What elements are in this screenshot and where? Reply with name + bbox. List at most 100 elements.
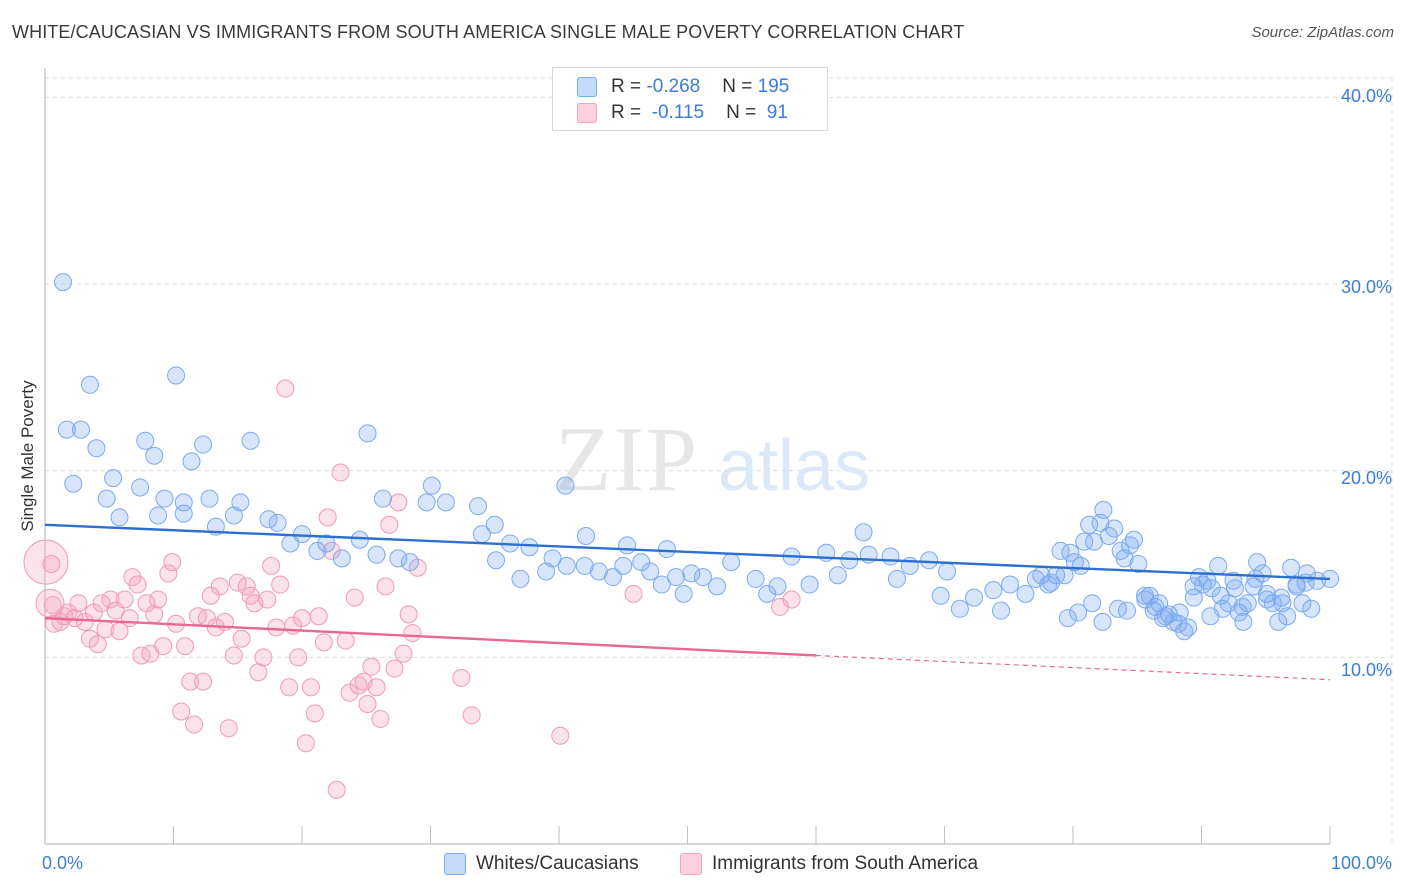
blue-point bbox=[1234, 612, 1253, 631]
source-credit: Source: ZipAtlas.com bbox=[1251, 24, 1394, 41]
blue-point bbox=[389, 549, 408, 568]
blue-point bbox=[268, 513, 287, 532]
pink-point bbox=[551, 726, 570, 745]
pink-point bbox=[296, 734, 315, 753]
blue-point bbox=[1061, 543, 1080, 562]
pink-point bbox=[224, 646, 243, 665]
pink-point bbox=[149, 590, 168, 609]
watermark-atlas: atlas bbox=[718, 426, 870, 506]
blue-point bbox=[758, 584, 777, 603]
blue-point bbox=[1140, 586, 1159, 605]
blue-point bbox=[520, 538, 539, 557]
pink-point bbox=[289, 648, 308, 667]
series-legend-whites: Whites/Caucasians bbox=[444, 851, 639, 877]
blue-point bbox=[666, 568, 685, 587]
pink-point bbox=[385, 659, 404, 678]
blue-point bbox=[231, 493, 250, 512]
pink-point bbox=[75, 612, 94, 631]
blue-point bbox=[1225, 579, 1244, 598]
blue-point bbox=[136, 431, 155, 450]
pink-point-large bbox=[23, 539, 69, 585]
pink-point bbox=[336, 631, 355, 650]
series-legend-immigrants: Immigrants from South America bbox=[680, 851, 978, 877]
axes bbox=[44, 68, 1331, 845]
pink-point bbox=[305, 704, 324, 723]
blue-point bbox=[57, 420, 76, 439]
pink-point bbox=[185, 715, 204, 734]
pink-point bbox=[194, 672, 213, 691]
blue-point bbox=[1058, 609, 1077, 628]
legend-n-value: 195 bbox=[757, 76, 790, 97]
blue-point bbox=[487, 551, 506, 570]
blue-point bbox=[657, 540, 676, 559]
stats-legend: R = -0.268 N = 195 R = -0.115 N = 91 bbox=[552, 67, 828, 131]
pink-series-points bbox=[23, 379, 801, 799]
pink-point bbox=[362, 657, 381, 676]
blue-point bbox=[64, 474, 83, 493]
pink-point bbox=[371, 709, 390, 728]
blue-point bbox=[1105, 519, 1124, 538]
blue-point bbox=[317, 534, 336, 553]
watermark-zip: ZIP bbox=[555, 408, 699, 510]
pink-point bbox=[115, 590, 134, 609]
blue-point bbox=[557, 556, 576, 575]
blue-point bbox=[182, 452, 201, 471]
blue-point bbox=[1202, 579, 1221, 598]
pink-point bbox=[367, 678, 386, 697]
blue-point bbox=[1169, 614, 1188, 633]
pink-point bbox=[358, 695, 377, 713]
blue-point bbox=[1093, 612, 1112, 631]
pink-point bbox=[210, 577, 229, 596]
y-tick-label-10: 10.0% bbox=[1340, 660, 1392, 680]
blue-point bbox=[104, 469, 123, 488]
pink-point bbox=[42, 555, 61, 573]
pink-point bbox=[232, 629, 251, 648]
blue-point bbox=[1302, 599, 1321, 618]
chart-title: WHITE/CAUCASIAN VS IMMIGRANTS FROM SOUTH… bbox=[12, 22, 965, 42]
blue-point bbox=[1016, 584, 1035, 603]
blue-point bbox=[938, 562, 957, 581]
pink-point bbox=[159, 564, 178, 583]
blue-point bbox=[1184, 577, 1203, 596]
blue-point bbox=[1094, 500, 1113, 519]
legend-r-label: R = bbox=[611, 102, 647, 123]
pink-point bbox=[280, 678, 299, 697]
blue-series-points bbox=[53, 273, 1339, 641]
legend-n-value: 91 bbox=[761, 102, 788, 123]
blue-point bbox=[358, 424, 377, 443]
blue-point bbox=[511, 569, 530, 588]
blue-point bbox=[854, 523, 873, 542]
blue-point bbox=[1272, 588, 1291, 607]
blue-point bbox=[1219, 594, 1238, 613]
y-tick-label-20: 20.0% bbox=[1340, 468, 1392, 488]
blue-point bbox=[145, 446, 164, 465]
legend-row-immigrants: R = -0.115 N = 91 bbox=[577, 101, 788, 125]
pink-point bbox=[271, 575, 290, 594]
blue-point bbox=[682, 564, 701, 583]
legend-swatch-blue bbox=[577, 77, 597, 97]
blue-point bbox=[674, 584, 693, 603]
watermark: ZIP atlas bbox=[555, 408, 870, 510]
pink-point bbox=[327, 780, 346, 799]
pink-point bbox=[132, 646, 151, 665]
legend-swatch-pink bbox=[577, 103, 597, 123]
blue-point bbox=[469, 497, 488, 516]
blue-point bbox=[1257, 584, 1276, 603]
blue-point bbox=[167, 366, 186, 385]
blue-point bbox=[632, 553, 651, 572]
pink-point bbox=[462, 706, 481, 725]
blue-point bbox=[614, 556, 633, 575]
pink-point bbox=[258, 590, 277, 609]
blue-point bbox=[1080, 515, 1099, 534]
blue-point bbox=[174, 504, 193, 523]
blue-point bbox=[1039, 575, 1058, 594]
blue-point bbox=[1269, 612, 1288, 631]
blue-point bbox=[589, 562, 608, 581]
blue-point bbox=[1238, 594, 1257, 613]
blue-point bbox=[241, 431, 260, 450]
blue-point bbox=[400, 553, 419, 572]
pink-point bbox=[172, 702, 191, 721]
blue-point bbox=[110, 508, 129, 527]
blue-point bbox=[155, 489, 174, 508]
